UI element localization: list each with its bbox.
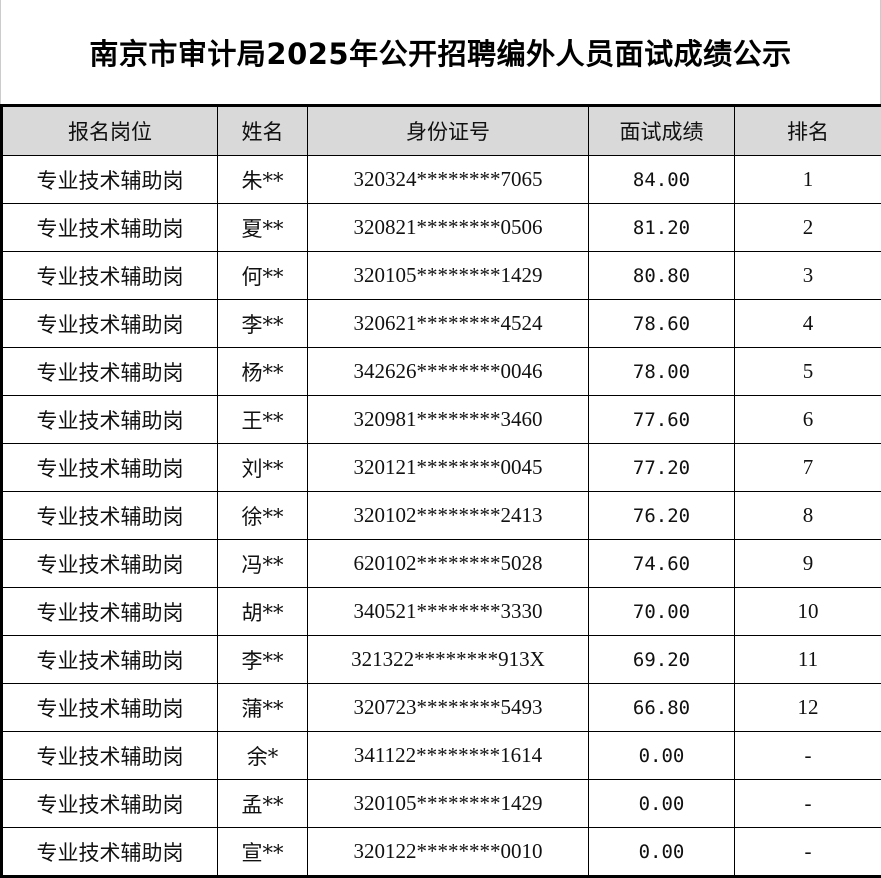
rank-cell: 4 bbox=[735, 300, 881, 348]
id-number-cell: 340521********3330 bbox=[308, 588, 589, 636]
position-cell: 专业技术辅助岗 bbox=[2, 348, 218, 396]
header-score: 面试成绩 bbox=[589, 106, 735, 156]
score-cell: 69.20 bbox=[589, 636, 735, 684]
rank-cell: 8 bbox=[735, 492, 881, 540]
score-cell: 74.60 bbox=[589, 540, 735, 588]
rank-cell: 2 bbox=[735, 204, 881, 252]
score-cell: 0.00 bbox=[589, 732, 735, 780]
name-cell: 冯** bbox=[218, 540, 308, 588]
score-cell: 78.00 bbox=[589, 348, 735, 396]
name-cell: 朱** bbox=[218, 156, 308, 204]
position-cell: 专业技术辅助岗 bbox=[2, 396, 218, 444]
header-id-number: 身份证号 bbox=[308, 106, 589, 156]
score-cell: 80.80 bbox=[589, 252, 735, 300]
score-cell: 70.00 bbox=[589, 588, 735, 636]
rank-cell: 3 bbox=[735, 252, 881, 300]
score-cell: 66.80 bbox=[589, 684, 735, 732]
header-name: 姓名 bbox=[218, 106, 308, 156]
position-cell: 专业技术辅助岗 bbox=[2, 252, 218, 300]
id-number-cell: 320324********7065 bbox=[308, 156, 589, 204]
id-number-cell: 320723********5493 bbox=[308, 684, 589, 732]
position-cell: 专业技术辅助岗 bbox=[2, 636, 218, 684]
rank-cell: 5 bbox=[735, 348, 881, 396]
score-cell: 0.00 bbox=[589, 828, 735, 877]
position-cell: 专业技术辅助岗 bbox=[2, 684, 218, 732]
rank-cell: 1 bbox=[735, 156, 881, 204]
name-cell: 徐** bbox=[218, 492, 308, 540]
id-number-cell: 320821********0506 bbox=[308, 204, 589, 252]
name-cell: 胡** bbox=[218, 588, 308, 636]
score-cell: 78.60 bbox=[589, 300, 735, 348]
id-number-cell: 320122********0010 bbox=[308, 828, 589, 877]
rank-cell: - bbox=[735, 780, 881, 828]
rank-cell: 9 bbox=[735, 540, 881, 588]
name-cell: 宣** bbox=[218, 828, 308, 877]
name-cell: 杨** bbox=[218, 348, 308, 396]
id-number-cell: 341122********1614 bbox=[308, 732, 589, 780]
results-table: 报名岗位 姓名 身份证号 面试成绩 排名 专业技术辅助岗朱**320324***… bbox=[0, 104, 881, 878]
id-number-cell: 320102********2413 bbox=[308, 492, 589, 540]
id-number-cell: 321322********913X bbox=[308, 636, 589, 684]
id-number-cell: 342626********0046 bbox=[308, 348, 589, 396]
id-number-cell: 320621********4524 bbox=[308, 300, 589, 348]
score-cell: 81.20 bbox=[589, 204, 735, 252]
score-cell: 84.00 bbox=[589, 156, 735, 204]
name-cell: 余* bbox=[218, 732, 308, 780]
id-number-cell: 620102********5028 bbox=[308, 540, 589, 588]
header-row: 报名岗位 姓名 身份证号 面试成绩 排名 bbox=[2, 106, 881, 156]
header-rank: 排名 bbox=[735, 106, 881, 156]
name-cell: 孟** bbox=[218, 780, 308, 828]
name-cell: 李** bbox=[218, 636, 308, 684]
position-cell: 专业技术辅助岗 bbox=[2, 588, 218, 636]
rank-cell: 7 bbox=[735, 444, 881, 492]
rank-cell: 10 bbox=[735, 588, 881, 636]
position-cell: 专业技术辅助岗 bbox=[2, 204, 218, 252]
name-cell: 王** bbox=[218, 396, 308, 444]
name-cell: 蒲** bbox=[218, 684, 308, 732]
score-cell: 0.00 bbox=[589, 780, 735, 828]
name-cell: 夏** bbox=[218, 204, 308, 252]
name-cell: 刘** bbox=[218, 444, 308, 492]
position-cell: 专业技术辅助岗 bbox=[2, 444, 218, 492]
rank-cell: 6 bbox=[735, 396, 881, 444]
id-number-cell: 320981********3460 bbox=[308, 396, 589, 444]
id-number-cell: 320105********1429 bbox=[308, 252, 589, 300]
position-cell: 专业技术辅助岗 bbox=[2, 828, 218, 877]
id-number-cell: 320105********1429 bbox=[308, 780, 589, 828]
score-cell: 77.20 bbox=[589, 444, 735, 492]
score-cell: 77.60 bbox=[589, 396, 735, 444]
position-cell: 专业技术辅助岗 bbox=[2, 300, 218, 348]
position-cell: 专业技术辅助岗 bbox=[2, 732, 218, 780]
rank-cell: - bbox=[735, 732, 881, 780]
position-cell: 专业技术辅助岗 bbox=[2, 492, 218, 540]
rank-cell: 12 bbox=[735, 684, 881, 732]
position-cell: 专业技术辅助岗 bbox=[2, 540, 218, 588]
name-cell: 李** bbox=[218, 300, 308, 348]
name-cell: 何** bbox=[218, 252, 308, 300]
rank-cell: - bbox=[735, 828, 881, 877]
header-position: 报名岗位 bbox=[2, 106, 218, 156]
id-number-cell: 320121********0045 bbox=[308, 444, 589, 492]
position-cell: 专业技术辅助岗 bbox=[2, 156, 218, 204]
score-cell: 76.20 bbox=[589, 492, 735, 540]
position-cell: 专业技术辅助岗 bbox=[2, 780, 218, 828]
rank-cell: 11 bbox=[735, 636, 881, 684]
page-title: 南京市审计局2025年公开招聘编外人员面试成绩公示 bbox=[0, 0, 881, 104]
